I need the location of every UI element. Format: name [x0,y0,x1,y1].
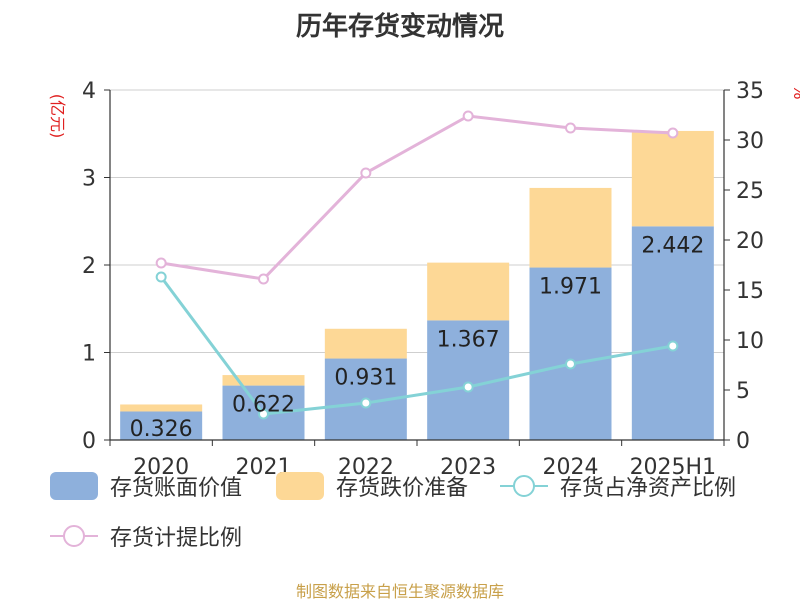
right-axis-unit-label: % [790,84,800,99]
bar-provision [529,187,612,268]
point-net-asset-ratio [462,381,474,393]
right-axis-tick-label: 5 [736,379,750,404]
x-axis-tick-label: 2022 [338,455,394,480]
legend-swatch-provision [276,472,324,500]
right-axis-tick-label: 25 [736,179,764,204]
chart-title: 历年存货变动情况 [295,12,504,42]
left-axis-unit-label: (亿元) [48,94,67,139]
data-label-book-value: 2.442 [641,233,704,258]
bar-book-value [120,411,203,440]
x-axis-tick-label: 2020 [133,455,189,480]
left-axis-tick-label: 3 [82,167,96,192]
point-net-asset-ratio [565,358,576,370]
data-label-book-value: 1.971 [539,275,602,300]
left-axis-tick-label: 0 [82,429,96,454]
right-axis-tick-label: 20 [736,229,764,254]
legend-label-provision-ratio: 存货计提比例 [110,526,243,551]
point-provision-ratio [565,122,576,134]
legend-item-provision[interactable]: 存货跌价准备 [276,470,468,502]
line-net-asset-ratio [159,276,674,416]
point-provision-ratio [667,127,679,139]
lines [155,110,679,420]
bar-provision [120,404,203,412]
data-label-book-value: 0.326 [130,417,193,442]
bar-book-value [529,267,612,440]
legend-swatch-provision-ratio [50,522,98,550]
legend-item-book-value[interactable]: 存货账面价值 [50,470,242,502]
bar-book-value [631,226,714,440]
line-provision-ratio [160,114,673,281]
point-net-asset-ratio [667,340,679,352]
x-axis-tick-label: 2024 [543,455,599,480]
point-net-asset-ratio [258,408,269,420]
data-labels: 0.326 0.622 0.931 1.367 1.971 2.442 [130,233,705,442]
bar-provision [427,262,510,321]
point-net-asset-ratio [155,271,167,283]
legend-swatch-net-asset-ratio [500,472,548,500]
right-axis-tick-label: 10 [736,329,764,354]
point-provision-ratio [360,167,372,179]
x-axis-tick-label: 2025H1 [630,455,717,480]
bar-provision [631,130,714,227]
gridlines [110,89,724,353]
legend-item-provision-ratio[interactable]: 存货计提比例 [50,520,242,552]
x-axis-tick-label: 2023 [440,455,496,480]
bar-provision [222,375,305,386]
legend-label-provision: 存货跌价准备 [336,476,469,501]
left-axis-tick-label: 1 [82,342,96,367]
right-axis-tick-label: 35 [736,79,764,104]
source-note: 制图数据来自恒生聚源数据库 [295,582,504,601]
point-provision-ratio [462,110,474,122]
legend-item-net-asset-ratio[interactable]: 存货占净资产比例 [500,470,736,502]
left-axis-tick-label: 2 [82,254,96,279]
right-axis-tick-label: 30 [736,129,764,154]
axes: 0123405101520253035(亿元)%2020202120222023… [48,79,800,480]
right-axis-tick-label: 0 [736,429,750,454]
data-label-book-value: 0.622 [232,393,295,418]
point-provision-ratio [258,273,269,285]
data-label-book-value: 1.367 [437,327,500,352]
point-provision-ratio [155,257,167,269]
point-net-asset-ratio [360,397,372,409]
data-label-book-value: 0.931 [334,366,397,391]
bar-provision [324,328,407,359]
bars [120,130,714,440]
legend-swatch-book-value [50,472,98,500]
legend-label-book-value: 存货账面价值 [110,476,243,501]
legend-label-net-asset-ratio: 存货占净资产比例 [560,476,737,501]
right-axis-tick-label: 15 [736,279,764,304]
left-axis-tick-label: 4 [82,79,96,104]
